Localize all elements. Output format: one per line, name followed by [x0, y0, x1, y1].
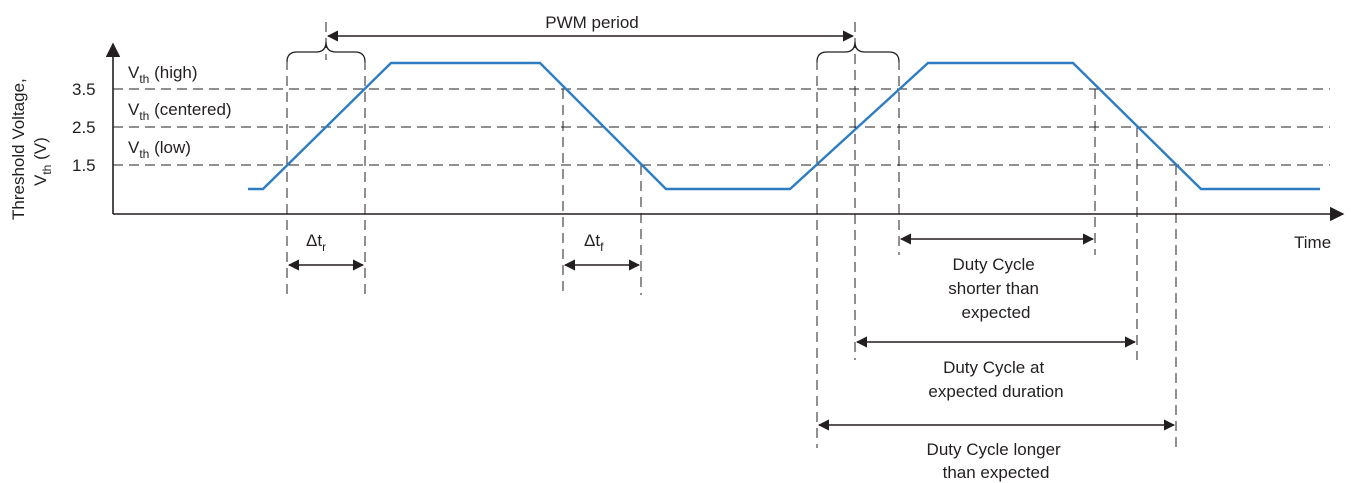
rise-brace-2 — [816, 41, 900, 63]
duty-expected-label: Duty Cycle at expected duration — [928, 358, 1063, 401]
y-axis-title-line2: Vth (V) — [31, 137, 54, 186]
y-axis-title-line1: Threshold Voltage, — [9, 78, 28, 220]
duty-longer-label: Duty Cycle longer than expected — [927, 440, 1066, 482]
rise-time-label: Δtr — [306, 231, 326, 254]
y-tick-label-1-5: 1.5 — [72, 156, 96, 175]
duty-shorter-label: Duty Cycle shorter than expected — [948, 255, 1043, 322]
pwm-waveform — [248, 61, 1320, 191]
x-axis-title: Time — [1294, 233, 1331, 252]
fall-time-label: Δtf — [584, 231, 604, 254]
rise-brace-1 — [286, 41, 366, 63]
y-tick-label-3-5: 3.5 — [72, 80, 96, 99]
threshold-label-low: Vth (low) — [128, 138, 191, 161]
pwm-period-label: PWM period — [545, 13, 639, 32]
threshold-label-high: Vth (high) — [128, 63, 198, 86]
threshold-label-centered: Vth (centered) — [128, 100, 232, 123]
y-tick-label-2-5: 2.5 — [72, 118, 96, 137]
